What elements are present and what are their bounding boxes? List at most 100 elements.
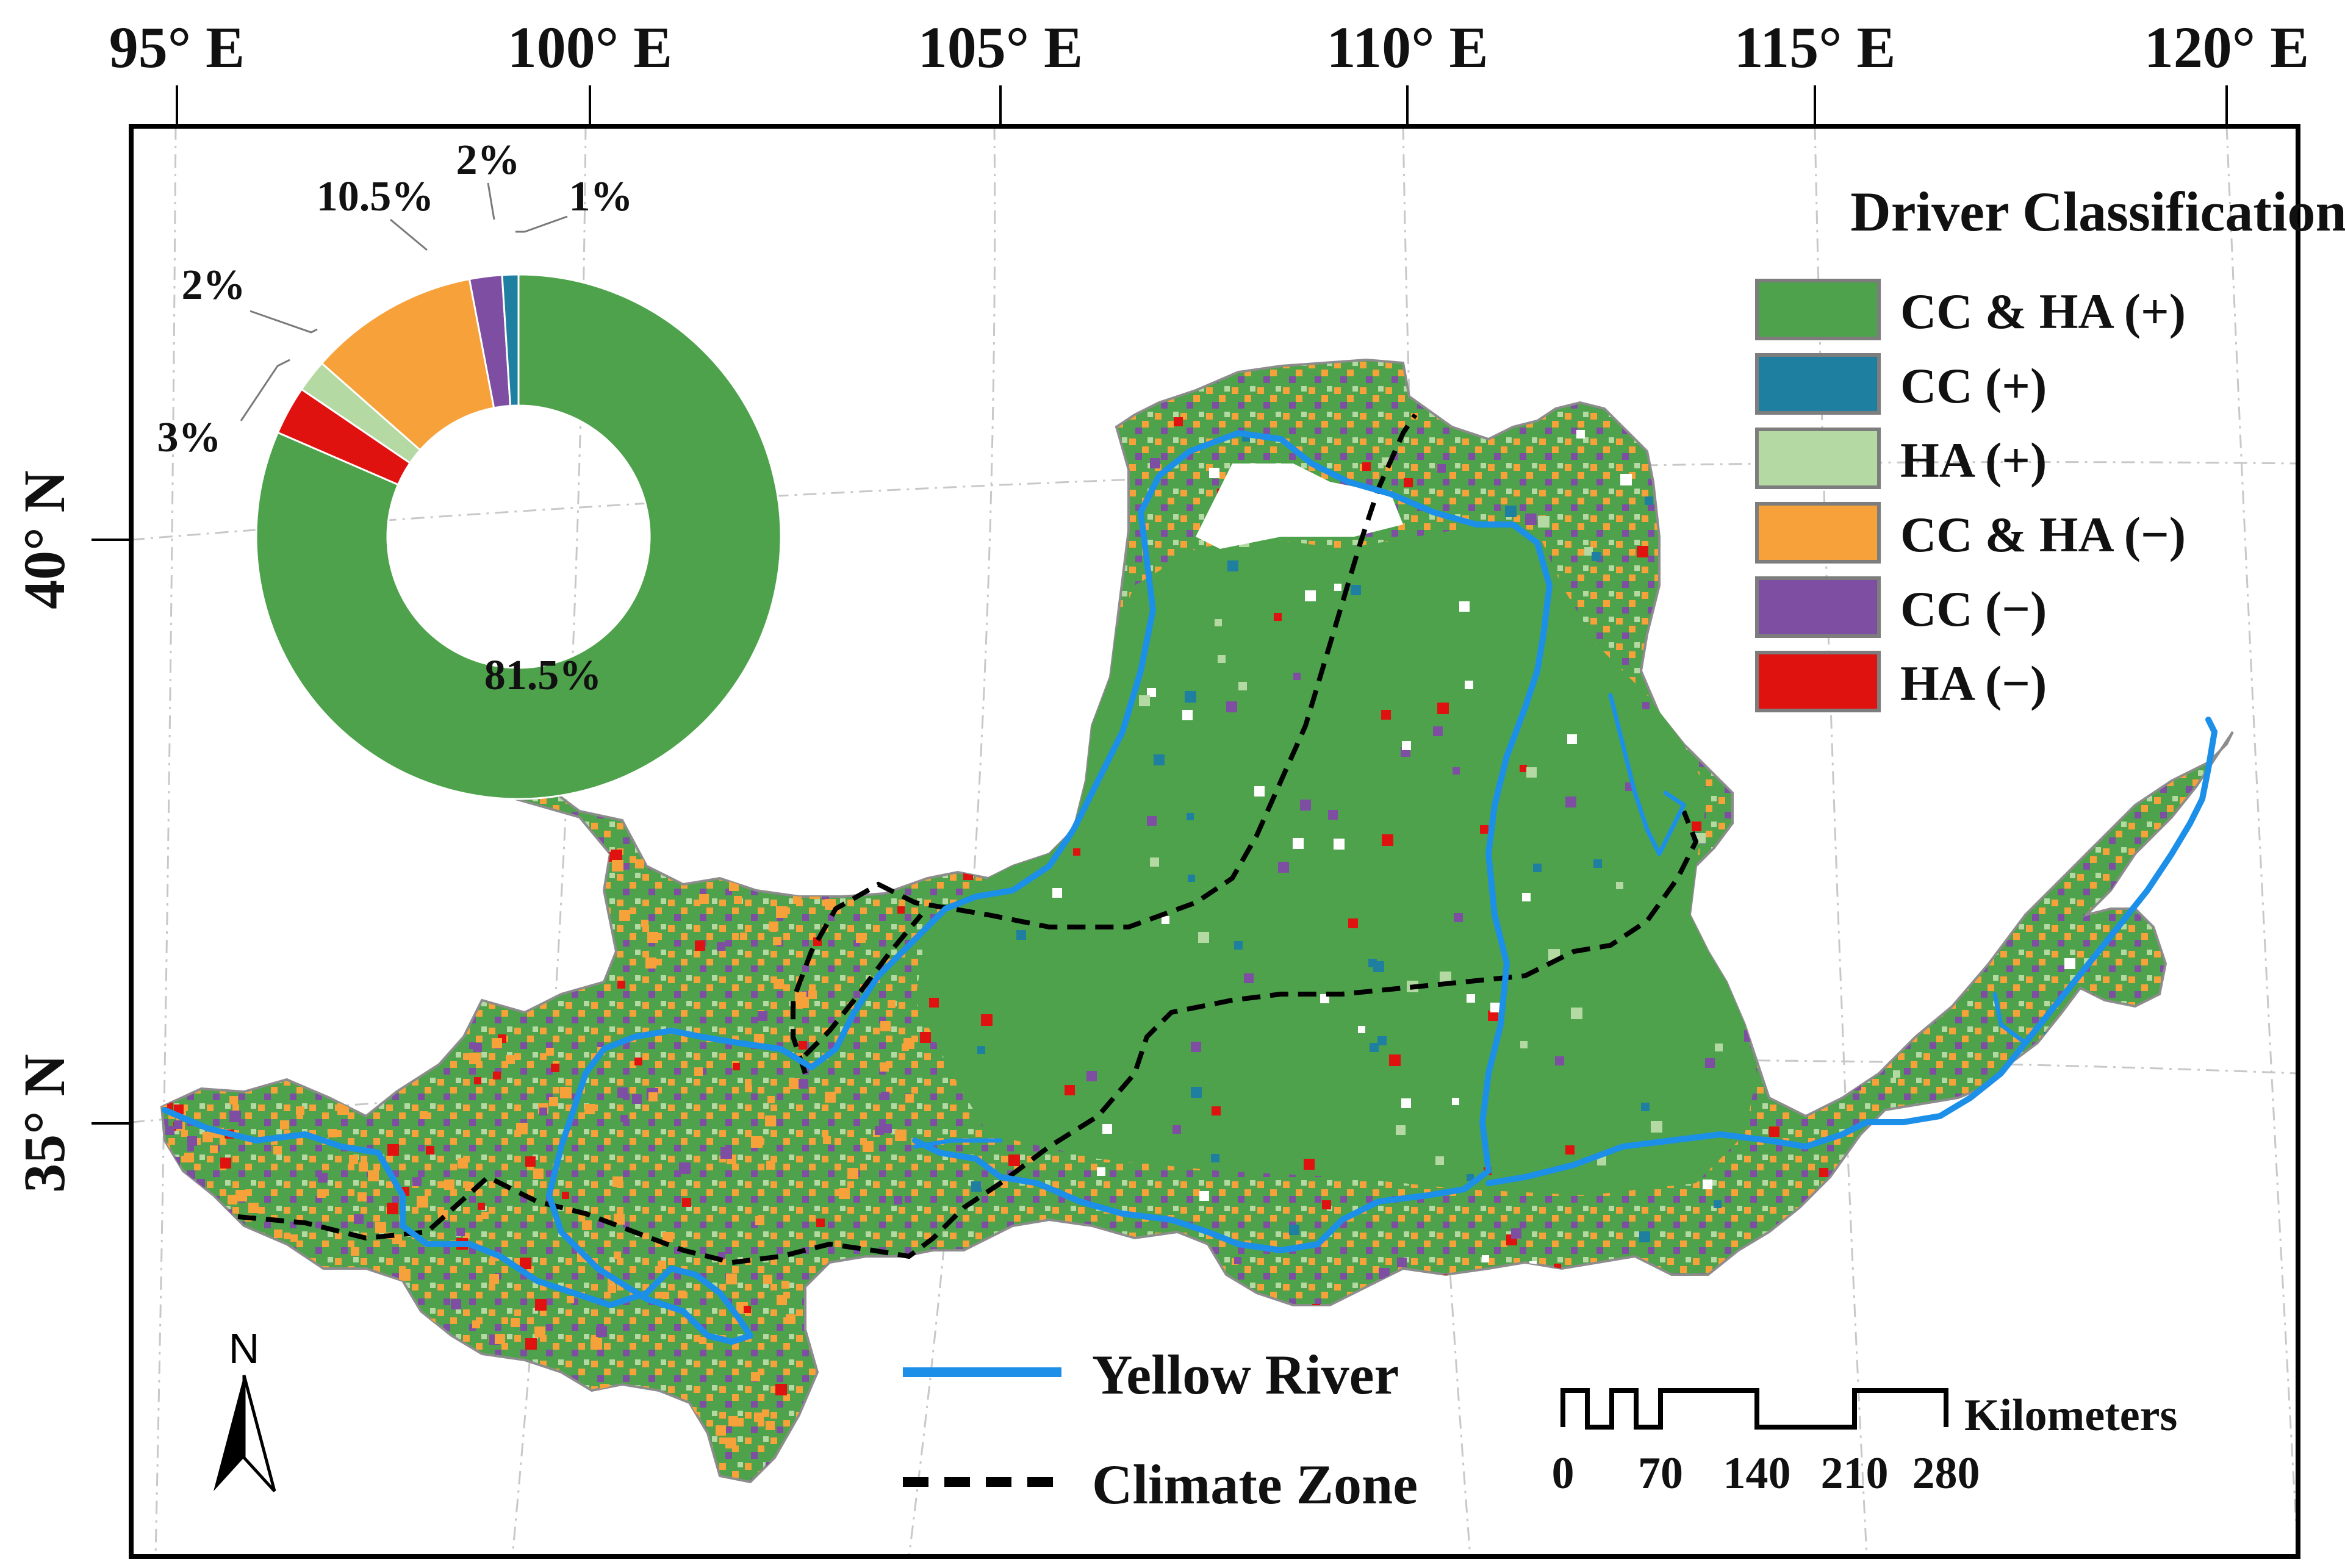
lon-label-120: 120° E bbox=[2144, 15, 2309, 80]
class-pixel bbox=[662, 1292, 669, 1299]
class-pixel bbox=[323, 801, 331, 809]
class-pixel bbox=[564, 455, 572, 463]
class-pixel bbox=[1511, 1228, 1521, 1239]
class-pixel bbox=[834, 883, 846, 895]
class-pixel bbox=[663, 1232, 673, 1242]
class-pixel bbox=[606, 551, 617, 561]
class-pixel bbox=[765, 1115, 776, 1126]
class-pixel bbox=[217, 1409, 229, 1421]
class-pixel bbox=[647, 932, 658, 943]
class-pixel bbox=[1199, 1191, 1209, 1201]
class-pixel bbox=[1520, 1041, 1528, 1048]
class-pixel bbox=[530, 984, 537, 992]
class-pixel bbox=[882, 371, 890, 379]
class-pixel bbox=[173, 734, 181, 742]
class-pixel bbox=[178, 713, 189, 723]
class-pixel bbox=[374, 982, 384, 992]
class-pixel bbox=[1358, 1026, 1365, 1033]
class-pixel bbox=[641, 920, 648, 927]
scale-tick-140: 140 bbox=[1723, 1448, 1791, 1498]
class-pixel bbox=[1381, 710, 1391, 720]
class-pixel bbox=[199, 992, 207, 1000]
class-pixel bbox=[400, 1315, 411, 1326]
class-pixel bbox=[193, 878, 204, 889]
class-pixel bbox=[1150, 857, 1159, 867]
class-pixel bbox=[1480, 825, 1489, 834]
class-pixel bbox=[210, 651, 219, 660]
class-pixel bbox=[1805, 1391, 1815, 1402]
class-pixel bbox=[614, 1251, 621, 1259]
class-pixel bbox=[1396, 1125, 1406, 1135]
class-pixel bbox=[197, 786, 205, 793]
class-pixel bbox=[448, 1395, 456, 1403]
class-pixel bbox=[840, 622, 852, 634]
class-pixel bbox=[239, 1262, 250, 1272]
class-pixel bbox=[185, 1462, 196, 1474]
class-pixel bbox=[1293, 673, 1301, 680]
class-pixel bbox=[813, 808, 821, 817]
class-pixel bbox=[327, 1291, 339, 1302]
class-pixel bbox=[1187, 813, 1194, 820]
class-pixel bbox=[444, 1180, 454, 1190]
class-pixel bbox=[1150, 458, 1160, 468]
class-pixel bbox=[187, 1032, 199, 1044]
class-pixel bbox=[434, 1339, 446, 1351]
lat-label-35: 35° N bbox=[12, 1054, 77, 1193]
legend-climate-label: Climate Zone bbox=[1092, 1453, 1418, 1516]
class-pixel bbox=[318, 1173, 328, 1183]
class-pixel bbox=[1540, 1301, 1548, 1309]
class-pixel bbox=[237, 700, 246, 710]
class-pixel bbox=[368, 1170, 379, 1181]
class-pixel bbox=[725, 1437, 736, 1448]
donut-chart bbox=[255, 273, 782, 800]
line-legend: Yellow River Climate Zone bbox=[903, 1344, 1418, 1516]
class-pixel bbox=[836, 692, 845, 701]
class-pixel bbox=[200, 1245, 210, 1255]
class-pixel bbox=[2091, 1020, 2098, 1027]
class-pixel bbox=[905, 1094, 914, 1103]
class-pixel bbox=[620, 1115, 628, 1122]
class-pixel bbox=[162, 618, 168, 628]
class-pixel bbox=[1382, 834, 1393, 846]
class-pixel bbox=[196, 1194, 204, 1203]
class-pixel bbox=[322, 867, 331, 876]
class-pixel bbox=[492, 1038, 502, 1048]
class-pixel bbox=[658, 1261, 666, 1269]
class-pixel bbox=[525, 1156, 536, 1167]
class-pixel bbox=[351, 1247, 359, 1256]
class-pixel bbox=[1692, 822, 1701, 831]
class-pixel bbox=[480, 485, 487, 493]
class-pixel bbox=[766, 1161, 775, 1170]
climate-line-1 bbox=[237, 810, 1699, 1265]
class-pixel bbox=[223, 1300, 234, 1312]
class-pixel bbox=[811, 734, 819, 741]
class-pixel bbox=[775, 693, 784, 701]
class-pixel bbox=[162, 675, 167, 682]
class-pixel bbox=[357, 1274, 366, 1283]
class-pixel bbox=[1304, 1159, 1315, 1170]
class-pixel bbox=[492, 518, 503, 529]
class-pixel bbox=[2024, 1126, 2033, 1135]
class-pixel bbox=[392, 836, 403, 847]
class-pixel bbox=[2144, 1082, 2154, 1092]
class-pixel bbox=[176, 949, 187, 961]
class-pixel bbox=[415, 805, 422, 812]
class-pixel bbox=[1301, 1437, 1309, 1445]
class-pixel bbox=[784, 816, 795, 827]
class-pixel bbox=[929, 998, 939, 1008]
north-arrow-left-half bbox=[214, 1375, 244, 1491]
class-pixel bbox=[1459, 601, 1470, 612]
class-pixel bbox=[204, 1285, 215, 1297]
class-pixel bbox=[822, 1312, 830, 1320]
class-pixel bbox=[271, 1059, 282, 1070]
class-pixel bbox=[878, 1367, 885, 1374]
legend-label-3: CC & HA (−) bbox=[1900, 507, 2186, 562]
class-pixel bbox=[1682, 496, 1693, 507]
class-pixel bbox=[188, 753, 197, 762]
class-pixel bbox=[858, 1489, 868, 1499]
class-pixel bbox=[1966, 928, 1975, 937]
class-pixel bbox=[162, 653, 170, 663]
class-pixel bbox=[717, 942, 725, 951]
class-pixel bbox=[1198, 932, 1209, 943]
class-pixel bbox=[2146, 1004, 2155, 1014]
